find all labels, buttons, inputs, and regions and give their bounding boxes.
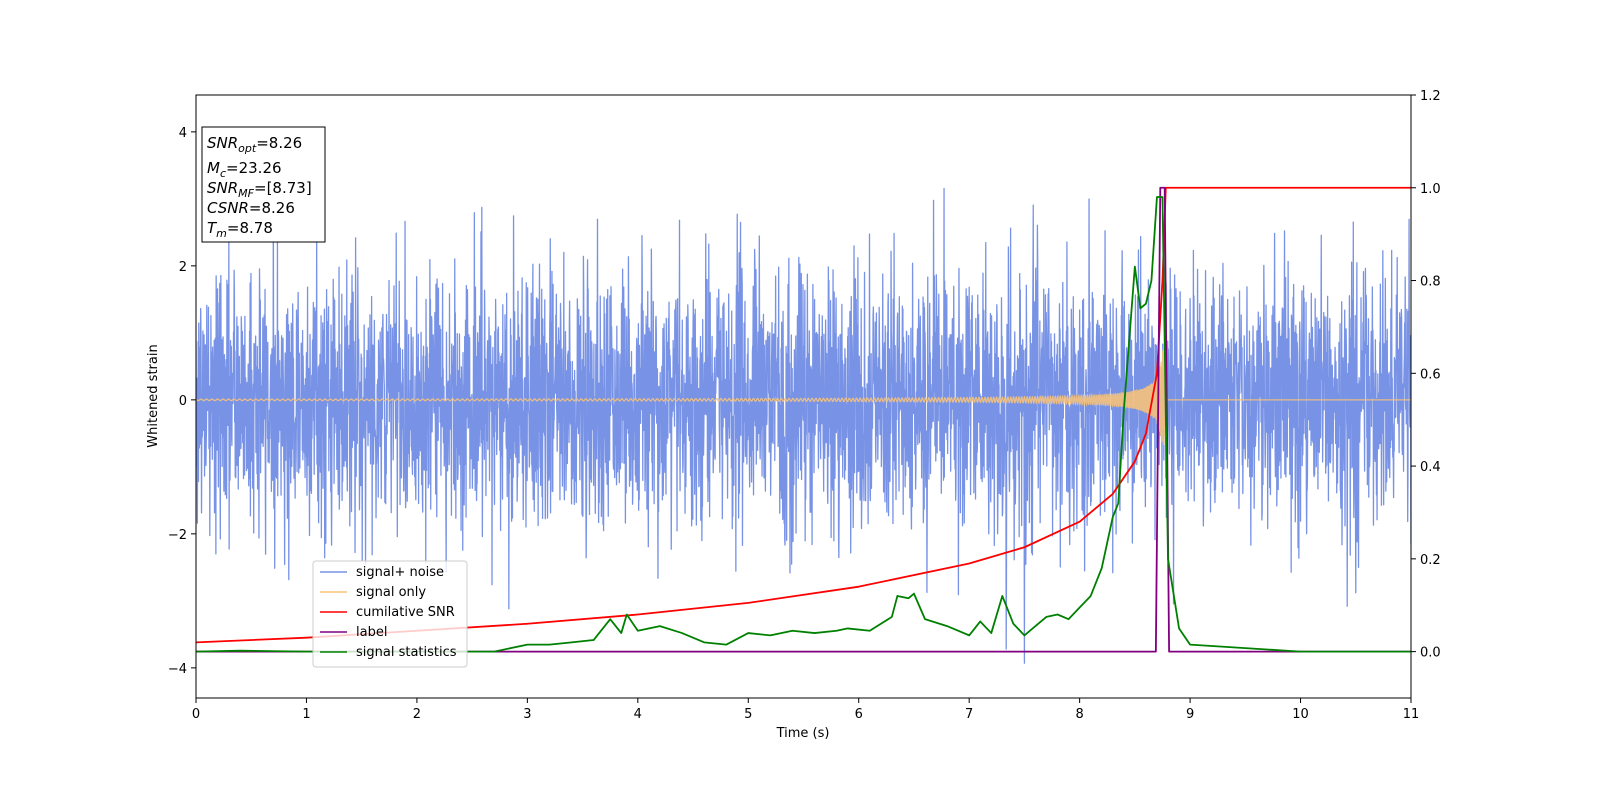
annotation-snr-mf: SNRMF=[8.73]	[207, 179, 312, 200]
parameter-annotation-box: SNRopt=8.26 Mc=23.26 SNRMF=[8.73] CSNR=8…	[201, 126, 326, 243]
x-tick-label: 3	[523, 707, 531, 722]
annotation-mc: Mc=23.26	[207, 159, 282, 180]
right-y-tick-label: 0.6	[1420, 367, 1441, 382]
legend-label-signal-only: signal only	[356, 585, 426, 600]
right-y-axis-ticks: 0.0 0.2 0.4 0.6 0.8 1.0 1.2	[1411, 89, 1441, 661]
legend-label-signal-statistics: signal statistics	[356, 645, 457, 660]
x-tick-label: 9	[1186, 707, 1194, 722]
annotation-tm: Tm=8.78	[207, 219, 273, 240]
right-y-tick-label: 0.4	[1420, 460, 1441, 475]
x-tick-label: 4	[634, 707, 642, 722]
x-tick-label: 7	[965, 707, 973, 722]
series-label-line	[196, 186, 1411, 653]
y-axis-label: Whitened strain	[146, 344, 161, 447]
series-layer	[196, 186, 1411, 664]
right-y-tick-label: 1.0	[1420, 182, 1441, 197]
x-tick-label: 11	[1403, 707, 1420, 722]
left-y-tick-label: −2	[168, 528, 187, 543]
x-tick-label: 6	[855, 707, 863, 722]
annotation-snr-opt: SNRopt=8.26	[207, 134, 302, 155]
right-y-tick-label: 0.0	[1420, 646, 1441, 661]
left-y-tick-label: 0	[179, 394, 187, 409]
legend-label-cumulative-snr: cumilative SNR	[356, 605, 455, 620]
legend-label-label: label	[356, 625, 387, 640]
series-signal-only-line	[196, 349, 1411, 446]
x-tick-label: 0	[192, 707, 200, 722]
annotation-csnr: CSNR=8.26	[207, 199, 295, 217]
left-y-tick-label: 4	[179, 126, 187, 141]
left-y-tick-label: −4	[168, 662, 187, 677]
legend: signal+ noise signal only cumilative SNR…	[312, 560, 468, 668]
x-tick-label: 5	[744, 707, 752, 722]
right-y-tick-label: 1.2	[1420, 89, 1441, 104]
series-signal-statistics-line	[196, 196, 1411, 653]
x-tick-label: 1	[302, 707, 310, 722]
x-tick-label: 10	[1292, 707, 1309, 722]
left-y-tick-label: 2	[179, 260, 187, 275]
x-axis-ticks: 0 1 2 3 4 5 6 7 8 9 10 11	[192, 698, 1419, 722]
plot-frame	[195, 94, 1412, 699]
right-y-tick-label: 0.2	[1420, 553, 1441, 568]
x-tick-label: 2	[413, 707, 421, 722]
left-y-axis-ticks: −4 −2 0 2 4	[168, 126, 196, 677]
right-y-tick-label: 0.8	[1420, 275, 1441, 290]
x-axis-label: Time (s)	[776, 726, 830, 741]
legend-label-signal-noise: signal+ noise	[356, 565, 444, 580]
x-tick-label: 8	[1075, 707, 1083, 722]
series-signal-noise-line	[196, 187, 1411, 664]
